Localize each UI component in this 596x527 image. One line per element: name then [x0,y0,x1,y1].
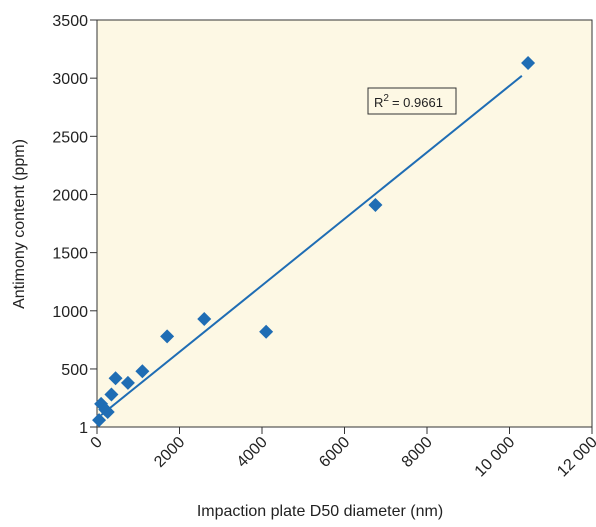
y-tick-label: 2500 [52,129,88,146]
y-tick-label: 1500 [52,246,88,263]
annotation: R2 = 0.9661 [374,93,443,110]
plot-area [96,19,593,428]
y-tick-label: 500 [61,362,88,379]
marker [368,197,383,212]
marker [92,413,107,428]
marker [120,375,135,390]
x-tick-label: 6000 [316,434,353,471]
x-tick-label: 8000 [399,434,436,471]
y-tick-label: 1 [79,420,88,437]
x-tick-label: 10 000 [472,434,519,481]
annotation-text: = 0.9661 [392,95,443,110]
y-axis-title: Antimony content (ppm) [11,139,28,309]
marker [160,329,175,344]
y-tick-label: 3000 [52,71,88,88]
marker [104,387,119,402]
annotation-box [367,87,457,115]
marker [108,371,123,386]
annotation-sup: 2 [383,93,389,104]
y-tick-label: 3500 [52,13,88,30]
marker [100,404,115,419]
annotation-base: R [374,95,383,110]
trendline [100,75,523,416]
x-tick-label: 0 [88,434,106,452]
marker [521,56,536,71]
y-tick-label: 1000 [52,304,88,321]
marker [135,364,150,379]
x-tick-label: 4000 [234,434,271,471]
marker [197,311,212,326]
x-axis-title: Impaction plate D50 diameter (nm) [197,503,443,520]
y-tick-label: 2000 [52,187,88,204]
marker [259,324,274,339]
x-tick-label: 12 000 [554,434,596,481]
x-tick-label: 2000 [151,434,188,471]
